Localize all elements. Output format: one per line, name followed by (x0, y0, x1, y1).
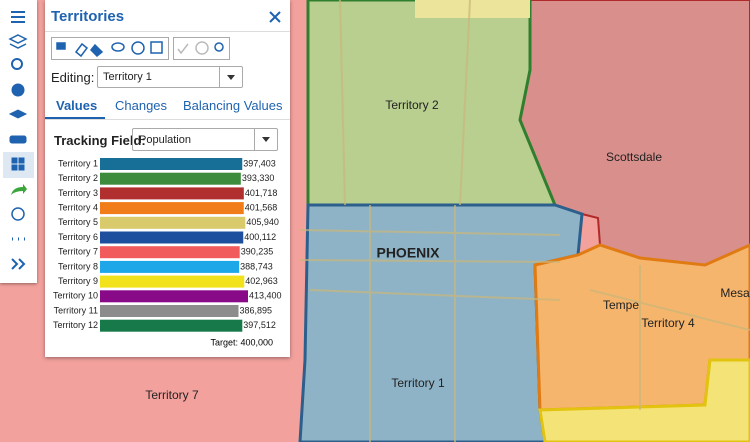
tab[interactable]: Values (56, 98, 98, 113)
globe-icon[interactable] (11, 207, 25, 221)
bar-value-label: 390,235 (241, 247, 274, 257)
yellow-area (415, 0, 530, 18)
grid-icon[interactable] (11, 157, 25, 171)
map-label: Territory 2 (385, 98, 439, 112)
bar-value-label: 386,895 (240, 305, 273, 315)
eraser-tool[interactable] (74, 42, 89, 58)
roads (299, 0, 750, 442)
bar (100, 319, 243, 332)
bar (100, 275, 245, 288)
info-icon[interactable] (11, 83, 25, 97)
bar-category: Territory 5 (58, 217, 98, 227)
bar-chart: Target: 400,000 Territory 1 397,403 Territ… (53, 158, 282, 347)
divider (45, 119, 290, 120)
circle-tool[interactable] (131, 41, 145, 55)
bar-category: Territory 6 (58, 232, 98, 242)
map-label: Territory 4 (641, 316, 695, 330)
select-arrow (219, 67, 242, 87)
bar-value-label: 397,403 (243, 158, 276, 168)
bar-value-label: 402,963 (245, 276, 278, 286)
bar (100, 246, 240, 259)
bar (100, 202, 244, 215)
tool-buttons (51, 37, 230, 60)
lasso-tool[interactable] (111, 42, 125, 52)
bar (100, 305, 239, 317)
bar-category: Territory 1 (58, 158, 98, 168)
cancel-tool[interactable] (195, 41, 209, 55)
divider (45, 31, 290, 32)
accept-tool[interactable] (177, 43, 189, 55)
bar-category: Territory 9 (58, 276, 98, 286)
tab[interactable]: Changes (115, 98, 168, 113)
map-label: Tempe (603, 298, 639, 312)
tracking-select[interactable]: Population (132, 128, 278, 151)
bar (100, 290, 248, 303)
bar-category: Territory 4 (58, 202, 98, 212)
bar (100, 172, 241, 185)
bar-value-label: 401,568 (245, 202, 278, 212)
car-icon[interactable] (9, 135, 27, 144)
tracking-label: Tracking Field: (54, 133, 146, 148)
layers-add-icon[interactable] (8, 109, 28, 119)
bar-category: Territory 7 (58, 247, 98, 257)
tab[interactable]: Balancing Values (183, 98, 283, 113)
bar-value-label: 393,330 (242, 173, 275, 183)
bar (100, 231, 244, 244)
bar-category: Territory 12 (53, 320, 98, 330)
yellow-area (538, 358, 750, 442)
map-label: PHOENIX (376, 245, 440, 261)
brush-tool[interactable] (56, 42, 66, 50)
layers-icon[interactable] (8, 34, 28, 49)
bar (100, 158, 243, 170)
editing-label: Editing: (51, 70, 95, 85)
territories-panel: Territories Editing: Territory 1 Values … (45, 0, 290, 357)
bar-category: Territory 2 (58, 173, 98, 183)
bar-value-label: 400,112 (244, 232, 276, 242)
editing-value: Territory 1 (103, 71, 152, 83)
bar (100, 187, 244, 200)
map-label: Scottsdale (606, 150, 662, 164)
target-label: Target: 400,000 (210, 337, 273, 347)
bar-value-label: 413,400 (249, 291, 282, 301)
zoom-tool[interactable] (214, 42, 224, 52)
map-label: Mesa (720, 286, 750, 300)
bar-value-label: 405,940 (246, 217, 279, 227)
bar-category: Territory 8 (58, 261, 98, 271)
bar (100, 260, 240, 273)
tool-group (173, 37, 230, 60)
bar-category: Territory 11 (54, 305, 98, 315)
tracking-value: Population (139, 134, 191, 146)
search-icon[interactable] (11, 58, 23, 70)
bar-value-label: 397,512 (243, 320, 276, 330)
bar-category: Territory 3 (58, 188, 98, 198)
bar-value-label: 388,743 (240, 261, 273, 271)
toolbar (0, 0, 37, 283)
map-label: Territory 1 (391, 376, 445, 390)
panel-title: Territories (51, 8, 125, 25)
bar-value-label: 401,718 (245, 188, 278, 198)
bar (100, 216, 246, 229)
close-button[interactable] (265, 7, 285, 27)
tab-underline (45, 117, 105, 119)
expand-icon[interactable] (11, 258, 26, 270)
list-icon[interactable] (11, 11, 25, 23)
rect-tool[interactable] (150, 41, 163, 54)
editing-select[interactable]: Territory 1 (97, 66, 243, 88)
map-label: Territory 7 (145, 388, 199, 402)
share-icon[interactable] (11, 184, 27, 195)
fill-tool[interactable] (89, 43, 104, 58)
select-arrow (254, 129, 277, 150)
bar-category: Territory 10 (53, 291, 98, 301)
